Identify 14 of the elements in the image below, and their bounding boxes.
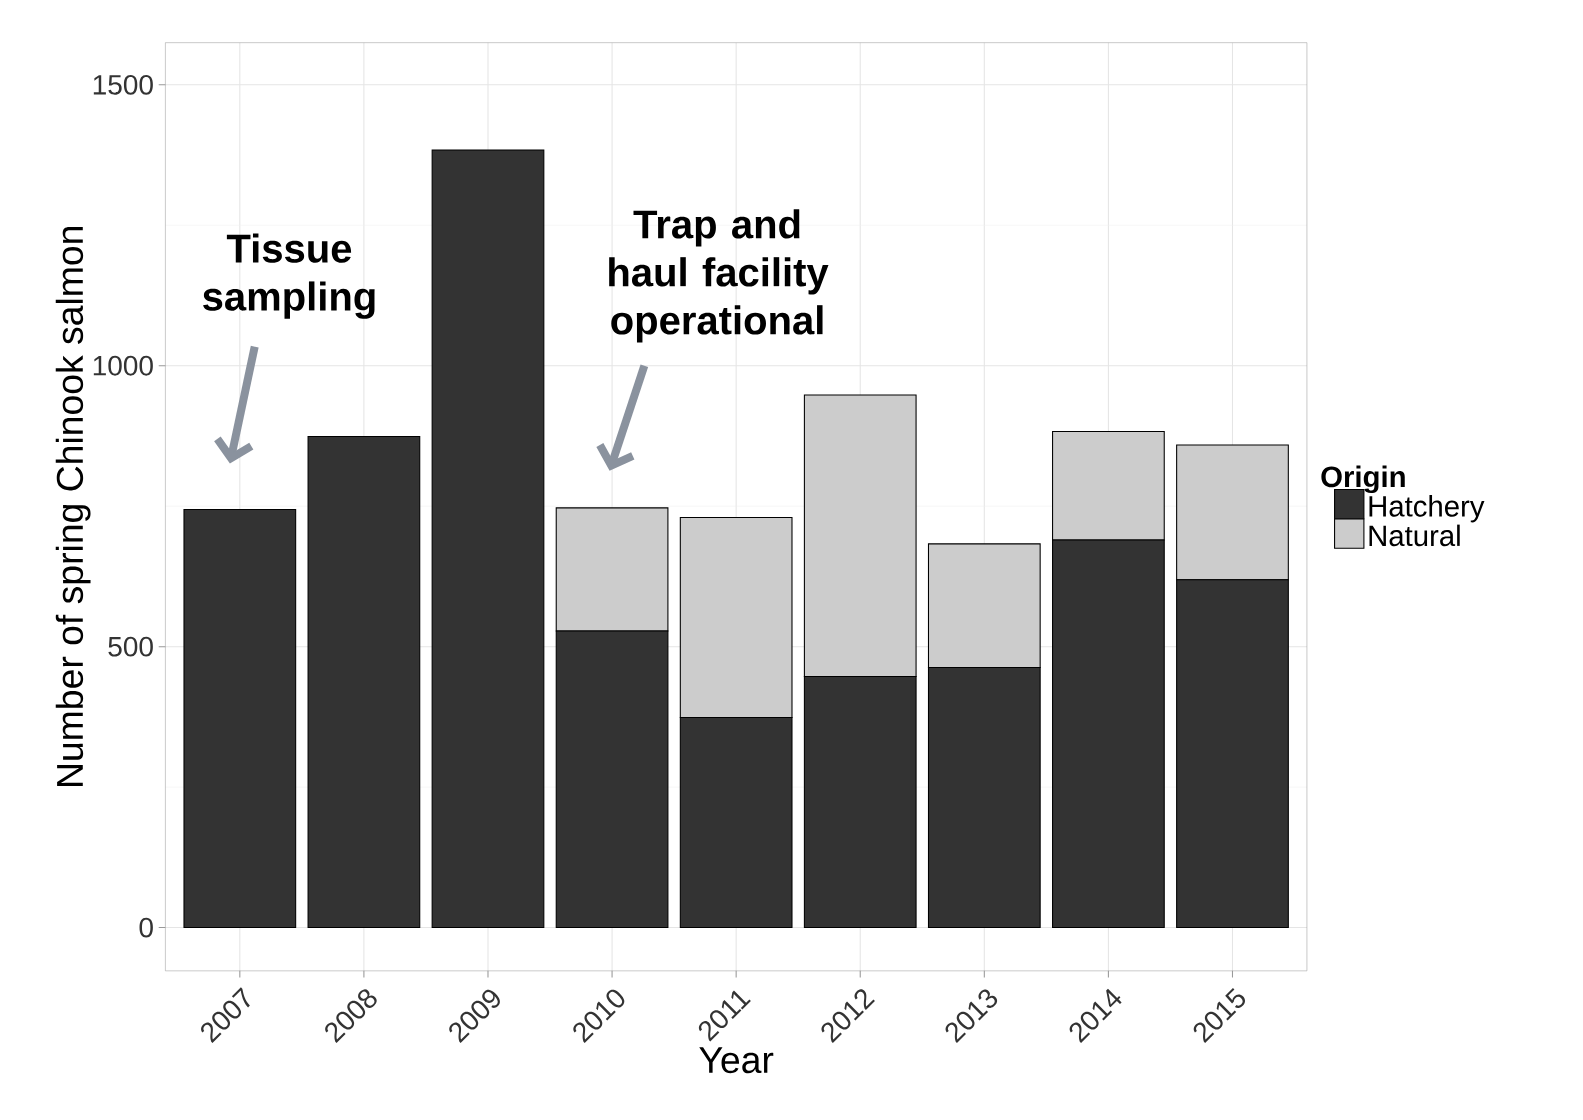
x-axis-title: Year [699,1047,774,1074]
y-tick-label: 1500 [93,74,153,95]
legend-label: Hatchery [1369,495,1485,523]
annotation: Trap and haul facility operational [609,209,829,343]
y-tick-label: 0 [139,917,153,938]
legend-label: Natural [1369,524,1460,547]
y-tick-label: 1000 [93,355,153,376]
annotation: Tissue sampling [203,233,375,319]
y-axis-title: Number of spring Chinook salmon [55,226,91,786]
bar [307,435,421,929]
bar [431,149,545,929]
legend-title: Origin [1321,465,1405,493]
y-tick-label: 500 [108,636,153,657]
bar [183,508,297,929]
